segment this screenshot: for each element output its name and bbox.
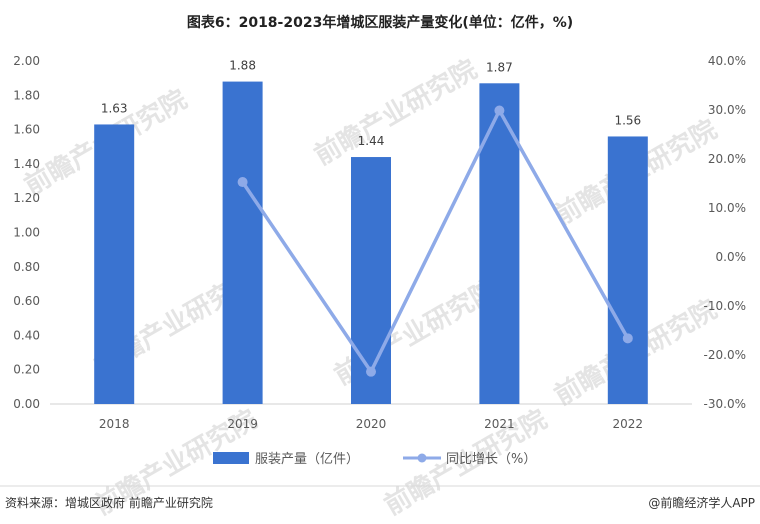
line-point	[366, 366, 376, 377]
line-series	[237, 105, 633, 377]
data-label: 1.44	[358, 134, 385, 148]
line-point	[494, 105, 505, 116]
legend-label-bar: 服装产量（亿件）	[255, 452, 359, 467]
x-tick-label: 2019	[227, 417, 258, 431]
y-left-tick-label: 1.20	[13, 191, 40, 205]
line-point	[622, 333, 633, 344]
data-labels: 1.63 1.88 1.44 1.87 1.56	[101, 59, 641, 148]
tick-labels: 0.00 0.20 0.40 0.60 0.80 1.00 1.20 1.40 1.60 1.80…	[13, 54, 746, 431]
y-right-tick-label: -10.0%	[704, 299, 746, 313]
y-left-tick-label: 0.60	[13, 294, 40, 308]
legend-swatch-bar	[213, 452, 249, 464]
x-tick-label: 2022	[613, 417, 644, 431]
data-label: 1.87	[486, 60, 513, 74]
bar	[94, 124, 135, 404]
y-left-tick-label: 1.80	[13, 88, 40, 102]
y-right-tick-label: 20.0%	[708, 152, 746, 166]
y-left-tick-label: 1.40	[13, 157, 40, 171]
legend-swatch-marker	[417, 453, 427, 463]
legend-label-line: 同比增长（%）	[446, 452, 536, 467]
watermark-text: 前瞻产业研究院	[309, 54, 482, 172]
source-text: 资料来源：增城区政府 前瞻产业研究院	[5, 495, 213, 510]
chart-title: 图表6：2018-2023年增城区服装产量变化(单位：亿件，%)	[187, 14, 573, 31]
y-right-tick-label: 0.0%	[716, 250, 747, 264]
x-tick-label: 2021	[484, 417, 515, 431]
data-label: 1.56	[614, 113, 641, 127]
y-left-tick-label: 0.80	[13, 260, 40, 274]
growth-line	[241, 108, 630, 374]
y-left-tick-label: 1.60	[13, 123, 40, 137]
y-left-tick-label: 2.00	[13, 54, 40, 68]
bar	[607, 136, 648, 404]
y-left-tick-label: 0.00	[13, 397, 40, 411]
y-right-tick-label: 30.0%	[708, 103, 746, 117]
bar-series	[94, 81, 648, 405]
y-left-tick-label: 0.20	[13, 363, 40, 377]
line-point	[237, 177, 248, 188]
y-right-tick-label: -20.0%	[704, 348, 746, 362]
bar	[351, 157, 391, 404]
y-left-tick-label: 1.00	[13, 226, 40, 240]
bar	[479, 83, 520, 405]
bar	[222, 81, 263, 404]
y-right-tick-label: 10.0%	[708, 201, 746, 215]
x-tick-label: 2020	[356, 417, 387, 431]
brand-text: @前瞻经济学人APP	[648, 495, 755, 510]
y-left-tick-label: 0.40	[13, 328, 40, 342]
legend: 服装产量（亿件） 同比增长（%）	[213, 452, 536, 467]
data-label: 1.63	[101, 101, 128, 115]
data-label: 1.88	[229, 59, 256, 73]
y-right-tick-label: -30.0%	[704, 397, 746, 411]
x-tick-label: 2018	[99, 417, 130, 431]
y-right-tick-label: 40.0%	[708, 54, 746, 68]
